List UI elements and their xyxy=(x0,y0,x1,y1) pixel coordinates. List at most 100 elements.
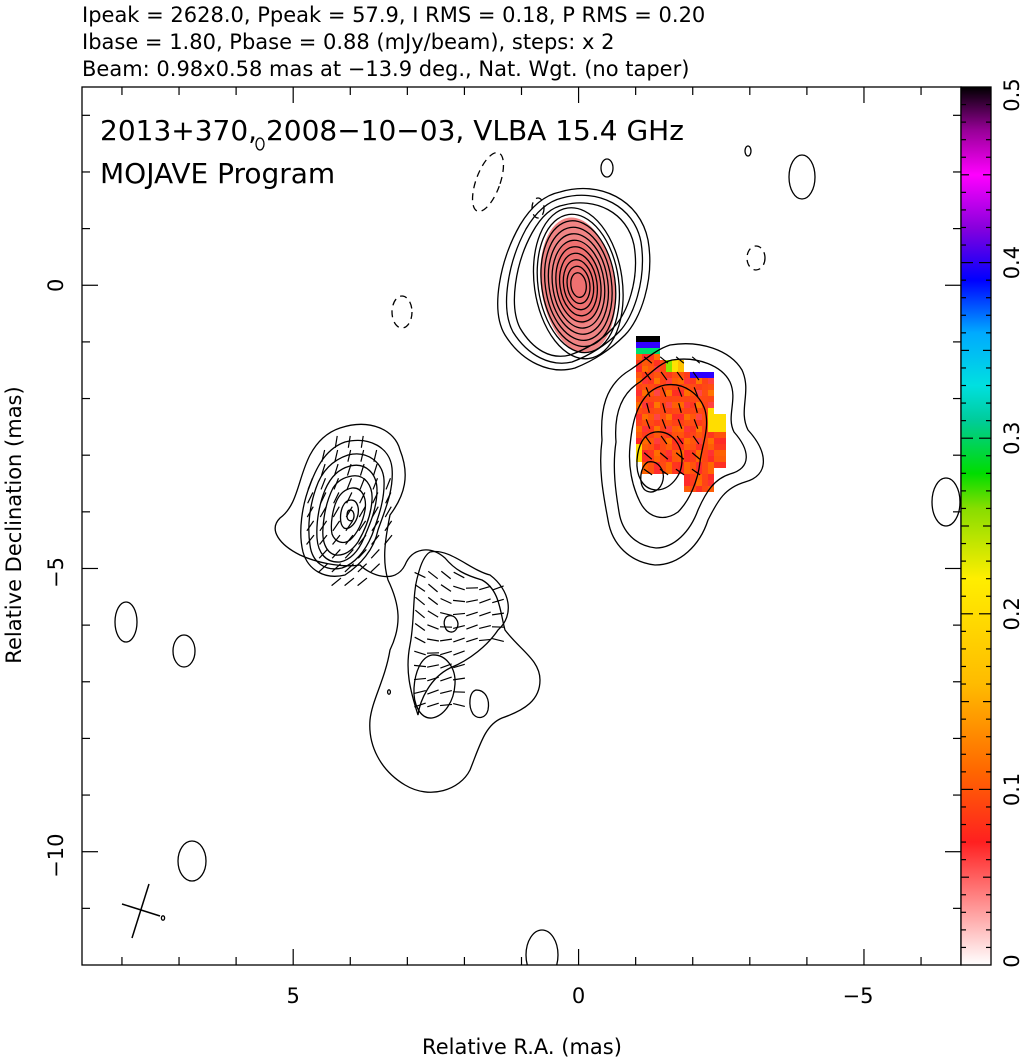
pol-vector xyxy=(347,435,351,448)
pol-pixel xyxy=(690,444,696,450)
pol-pixel xyxy=(720,462,726,468)
pol-pixel xyxy=(666,360,672,366)
pol-vector xyxy=(644,371,652,381)
pol-pixel xyxy=(678,420,684,426)
pol-pixel xyxy=(648,372,654,378)
pol-vector xyxy=(413,664,427,668)
pol-pixel xyxy=(708,372,714,378)
pol-vector xyxy=(333,463,339,476)
pol-vector xyxy=(370,563,381,573)
pol-vector xyxy=(344,577,355,587)
pol-pixel xyxy=(720,414,726,420)
colorbar-label: 0 xyxy=(1000,954,1022,967)
pol-vector xyxy=(492,585,504,591)
colorbar-label: 0.2 xyxy=(1000,597,1022,630)
pol-vector xyxy=(644,435,652,445)
core-contour xyxy=(536,213,621,354)
pol-pixel xyxy=(666,426,672,432)
pol-vector xyxy=(345,520,354,532)
pol-vector xyxy=(414,596,426,606)
pol-vector xyxy=(693,419,699,429)
pol-pixel xyxy=(720,438,726,444)
pol-pixel xyxy=(648,336,654,342)
pol-pixel xyxy=(690,456,696,462)
pol-pixel xyxy=(690,474,696,480)
pol-pixel xyxy=(660,462,666,468)
pol-pixel xyxy=(696,474,702,480)
pol-vector xyxy=(384,520,393,532)
pol-pixel xyxy=(690,408,696,414)
pol-pixel xyxy=(636,414,642,420)
x-tick-label: −5 xyxy=(842,984,873,1008)
pol-pixel xyxy=(642,456,648,462)
pol-vector xyxy=(373,449,378,462)
pol-pixel xyxy=(666,438,672,444)
pol-vector xyxy=(453,637,465,643)
beam-symbol xyxy=(121,883,161,939)
pol-pixel xyxy=(672,444,678,450)
pol-pixel xyxy=(654,456,660,462)
pol-vector xyxy=(478,638,492,642)
pol-pixel xyxy=(690,402,696,408)
pol-pixel xyxy=(684,402,690,408)
pol-pixel xyxy=(660,450,666,456)
pol-pixel xyxy=(696,438,702,444)
plot-area: 2013+370, 2008−10−03, VLBA 15.4 GHz MOJA… xyxy=(82,87,961,965)
pol-pixel xyxy=(702,372,708,378)
pol-pixel xyxy=(642,396,648,402)
pol-vector xyxy=(440,663,452,669)
pol-pixel xyxy=(672,450,678,456)
pol-pixel xyxy=(678,444,684,450)
pol-pixel xyxy=(648,414,654,420)
pol-pixel xyxy=(702,468,708,474)
pol-pixel xyxy=(636,402,642,408)
pol-vector xyxy=(331,563,342,573)
pol-pixel xyxy=(702,474,708,480)
pol-pixel xyxy=(642,438,648,444)
pol-vector xyxy=(371,506,379,518)
plot-annotation-line-2: MOJAVE Program xyxy=(100,157,335,190)
core-envelope-contours xyxy=(497,187,651,371)
pol-pixel xyxy=(636,390,642,396)
pol-vector xyxy=(372,463,378,476)
pol-vector xyxy=(359,463,365,476)
pol-vector xyxy=(440,584,452,592)
pol-vector xyxy=(359,492,366,504)
pol-pixel xyxy=(660,444,666,450)
pol-pixel xyxy=(684,438,690,444)
pol-pixel xyxy=(666,372,672,378)
pol-pixel xyxy=(654,354,660,360)
pol-pixel xyxy=(672,372,678,378)
pol-pixel xyxy=(648,390,654,396)
core-contour xyxy=(558,252,599,317)
pol-vector xyxy=(427,702,439,708)
pol-vector xyxy=(321,449,326,462)
pol-pixel xyxy=(702,456,708,462)
pol-vector xyxy=(678,403,682,413)
pol-pixel xyxy=(666,408,672,414)
pol-vector xyxy=(479,624,491,630)
pol-pixel xyxy=(708,474,714,480)
pol-pixel xyxy=(648,444,654,450)
pol-pixel xyxy=(720,450,726,456)
pol-vector xyxy=(440,597,452,605)
pol-vector xyxy=(426,638,440,642)
pol-vector xyxy=(384,506,392,518)
pol-pixel xyxy=(696,420,702,426)
pol-pixel xyxy=(648,396,654,402)
pol-pixel xyxy=(684,462,690,468)
pol-pixel xyxy=(672,408,678,414)
pol-pixel xyxy=(648,402,654,408)
pol-pixel xyxy=(672,420,678,426)
pol-vector xyxy=(645,387,651,397)
pol-pixel xyxy=(672,402,678,408)
pol-vector xyxy=(492,638,504,642)
pol-vector xyxy=(320,463,326,476)
pol-pixel xyxy=(720,444,726,450)
pol-pixel xyxy=(684,486,690,492)
core-contour xyxy=(566,265,591,305)
pol-pixel xyxy=(666,450,672,456)
x-axis-label: Relative R.A. (mas) xyxy=(422,1035,622,1059)
pol-vector xyxy=(320,492,327,504)
pol-pixel xyxy=(654,426,660,432)
